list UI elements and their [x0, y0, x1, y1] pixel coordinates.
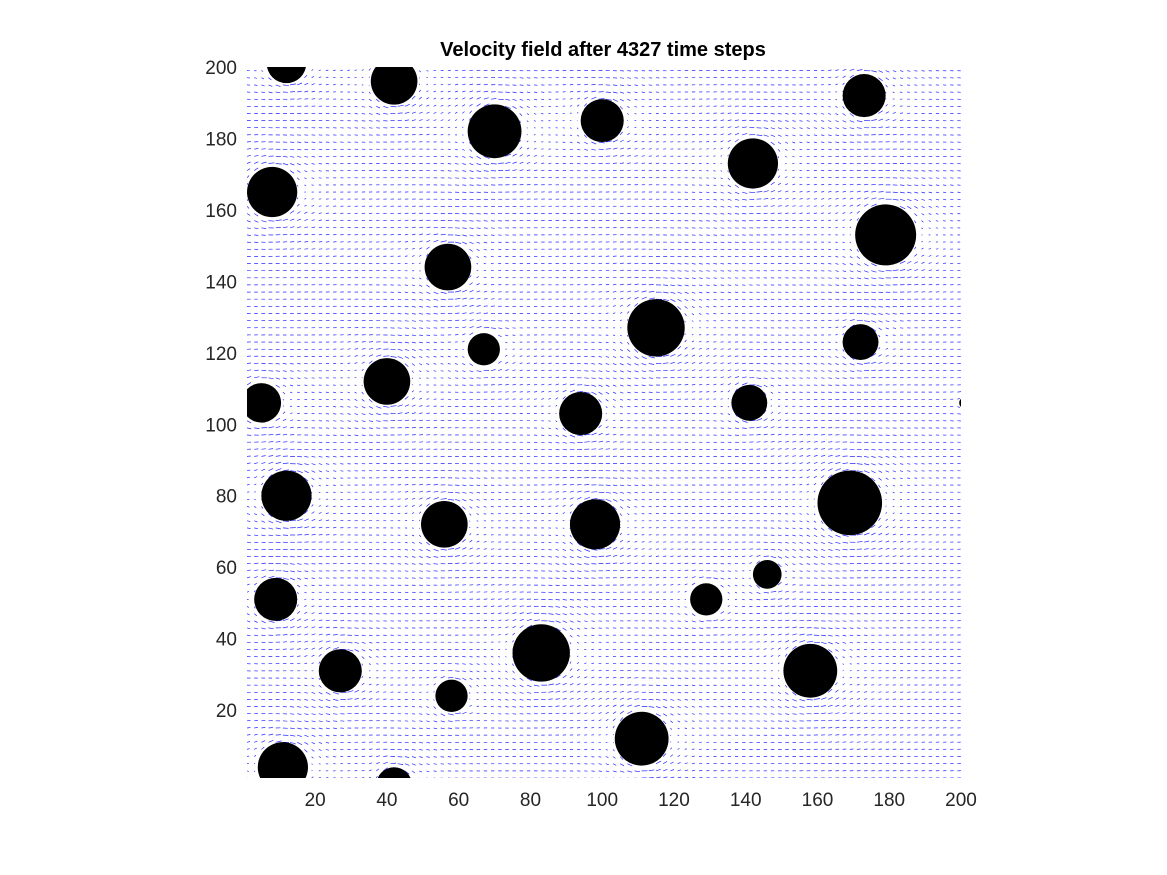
x-tick-label: 120 — [658, 790, 690, 811]
obstacle-disc — [731, 385, 767, 421]
obstacle-disc — [783, 644, 837, 698]
obstacle-disc — [247, 167, 297, 217]
x-tick-label: 180 — [873, 790, 905, 811]
obstacle-disc — [855, 204, 916, 265]
x-tick-label: 40 — [376, 790, 397, 811]
obstacle-disc — [425, 244, 472, 291]
obstacle-disc — [364, 358, 411, 405]
obstacle-disc — [843, 324, 879, 360]
x-tick-label: 60 — [448, 790, 469, 811]
obstacle-disc — [319, 649, 362, 692]
x-tick-label: 160 — [802, 790, 834, 811]
obstacle-disc — [817, 471, 882, 536]
y-tick-label: 100 — [205, 415, 237, 436]
obstacle-disc — [728, 138, 778, 188]
obstacle-disc — [615, 712, 669, 766]
obstacle-disc — [559, 392, 602, 435]
y-tick-label: 180 — [205, 129, 237, 150]
obstacle-disc — [753, 560, 782, 589]
x-tick-label: 80 — [520, 790, 541, 811]
obstacle-disc — [581, 99, 624, 142]
obstacle-disc — [254, 578, 297, 621]
chart-title: Velocity field after 4327 time steps — [440, 39, 766, 61]
y-tick-label: 80 — [216, 487, 237, 508]
x-tick-label: 100 — [586, 790, 618, 811]
obstacle-disc — [627, 299, 684, 356]
y-tick-label: 200 — [205, 58, 237, 79]
x-tick-label: 20 — [305, 790, 326, 811]
y-tick-label: 120 — [205, 344, 237, 365]
obstacle-disc — [242, 383, 281, 422]
y-tick-label: 60 — [216, 558, 237, 579]
x-tick-label: 200 — [945, 790, 977, 811]
x-tick-label: 140 — [730, 790, 762, 811]
y-tick-label: 40 — [216, 630, 237, 651]
obstacle-disc — [690, 583, 722, 615]
y-tick-label: 140 — [205, 272, 237, 293]
obstacle-disc — [468, 104, 522, 158]
plot-area — [242, 44, 970, 803]
y-tick-label: 160 — [205, 201, 237, 222]
y-tick-label: 20 — [216, 701, 237, 722]
obstacle-disc — [261, 471, 311, 521]
obstacle-disc — [843, 74, 886, 117]
obstacle-disc — [570, 499, 620, 549]
obstacle-disc — [421, 501, 468, 548]
obstacle-disc — [513, 624, 570, 681]
obstacle-disc — [468, 333, 500, 365]
obstacle-disc — [435, 680, 467, 712]
